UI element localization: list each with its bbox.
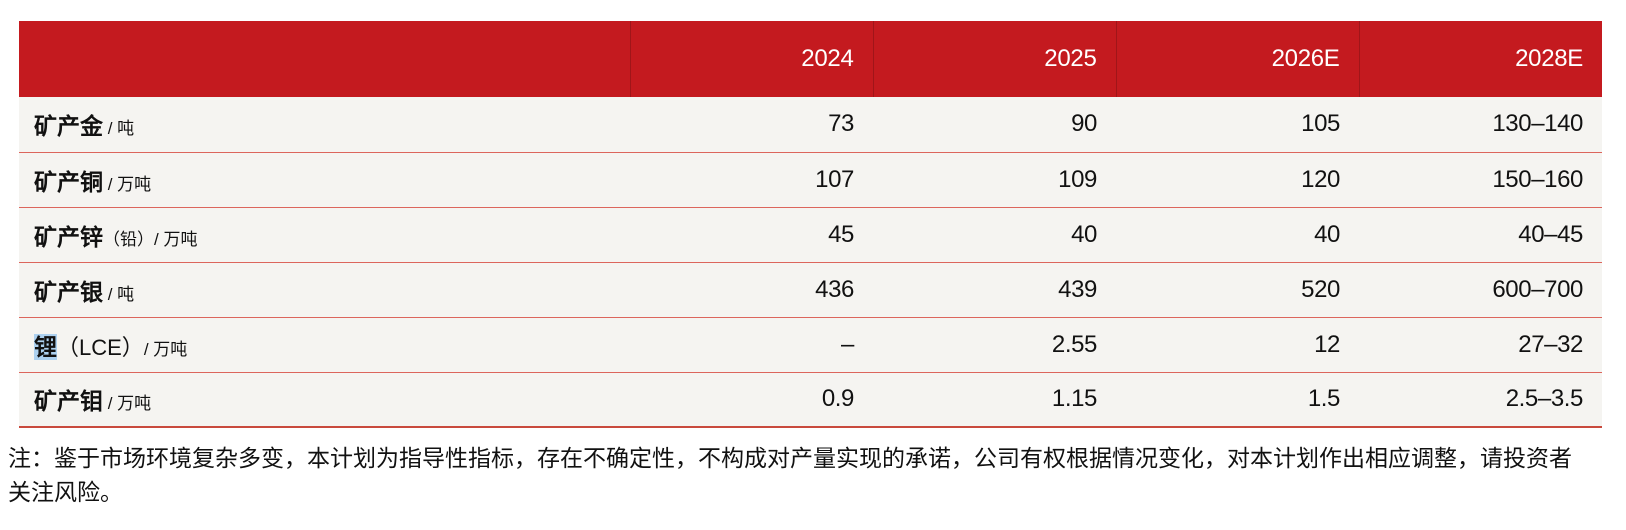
table-row-copper: 矿产铜 / 万吨 107 109 120 150–160 [19, 152, 1602, 207]
table-header-row: 2024 2025 2026E 2028E [19, 21, 1602, 97]
production-plan-table: 2024 2025 2026E 2028E 矿产金 / 吨 73 90 105 … [19, 21, 1602, 428]
table-row-molybdenum: 矿产钼 / 万吨 0.9 1.15 1.5 2.5–3.5 [19, 372, 1602, 427]
row-label-secondary: （LCE） [57, 334, 144, 360]
row-label: 矿产钼 / 万吨 [19, 372, 630, 427]
value-cell: 1.15 [1051, 385, 1098, 413]
corner-header-cell [19, 21, 630, 97]
table-footnote: 注：鉴于市场环境复杂多变，本计划为指导性指标，存在不确定性，不构成对产量实现的承… [8, 441, 1614, 509]
value-cell: 40 [1071, 220, 1097, 248]
row-label-main: 矿产金 [34, 113, 103, 140]
row-label-main: 矿产锌 [34, 223, 103, 250]
row-label-unit: / 吨 [103, 119, 135, 139]
row-label: 矿产银 / 吨 [19, 262, 630, 317]
table-row-silver: 矿产银 / 吨 436 439 520 600–700 [19, 262, 1602, 317]
value-cell: 40 [1314, 220, 1340, 248]
value-cell: 45 [828, 220, 854, 248]
value-cell: 73 [828, 110, 854, 138]
value-cell: 120 [1301, 165, 1340, 193]
row-label-unit: / 万吨 [143, 339, 188, 359]
table-row-gold: 矿产金 / 吨 73 90 105 130–140 [19, 97, 1602, 152]
value-cell: 12 [1314, 330, 1340, 358]
row-label-unit: / 万吨 [103, 174, 152, 194]
value-cell: 90 [1071, 110, 1097, 138]
row-label-unit: / 吨 [103, 284, 135, 304]
value-cell: 107 [815, 165, 854, 193]
value-cell: 0.9 [821, 385, 855, 413]
value-cell: 150–160 [1492, 165, 1583, 193]
value-cell: 436 [815, 275, 854, 303]
row-label: 矿产金 / 吨 [19, 97, 630, 152]
table-row-lithium: 锂（LCE）/ 万吨 – 2.55 12 27–32 [19, 317, 1602, 372]
row-label-unit: （铅）/ 万吨 [103, 229, 198, 249]
value-cell: 520 [1301, 275, 1340, 303]
row-label: 矿产铜 / 万吨 [19, 152, 630, 207]
value-cell: 600–700 [1492, 275, 1583, 303]
value-cell: 439 [1058, 275, 1097, 303]
value-cell: 40–45 [1518, 220, 1583, 248]
row-label-main: 矿产钼 [34, 388, 103, 415]
row-label: 锂（LCE）/ 万吨 [19, 317, 630, 372]
row-label-unit: / 万吨 [103, 394, 152, 414]
row-label-main: 矿产银 [34, 278, 103, 305]
production-plan-table-container: 2024 2025 2026E 2028E 矿产金 / 吨 73 90 105 … [19, 21, 1602, 428]
value-cell: – [841, 330, 854, 358]
value-cell: 2.55 [1051, 330, 1098, 358]
year-column-header-2028e: 2028E [1358, 21, 1602, 97]
row-label-main: 矿产铜 [34, 168, 103, 195]
value-cell: 109 [1058, 165, 1097, 193]
footnote-line-2: 关注风险。 [8, 479, 123, 505]
year-column-header-2025: 2025 [872, 21, 1116, 97]
value-cell: 27–32 [1518, 330, 1583, 358]
year-column-header-2026e: 2026E [1115, 21, 1359, 97]
footnote-line-1: 注：鉴于市场环境复杂多变，本计划为指导性指标，存在不确定性，不构成对产量实现的承… [8, 445, 1572, 471]
value-cell: 105 [1301, 110, 1340, 138]
value-cell: 2.5–3.5 [1505, 385, 1584, 413]
year-column-header-2024: 2024 [629, 21, 873, 97]
value-cell: 1.5 [1307, 385, 1341, 413]
value-cell: 130–140 [1492, 110, 1583, 138]
row-label: 矿产锌（铅）/ 万吨 [19, 207, 630, 262]
table-row-zinc-lead: 矿产锌（铅）/ 万吨 45 40 40 40–45 [19, 207, 1602, 262]
text-selection-highlight: 锂 [34, 333, 57, 360]
